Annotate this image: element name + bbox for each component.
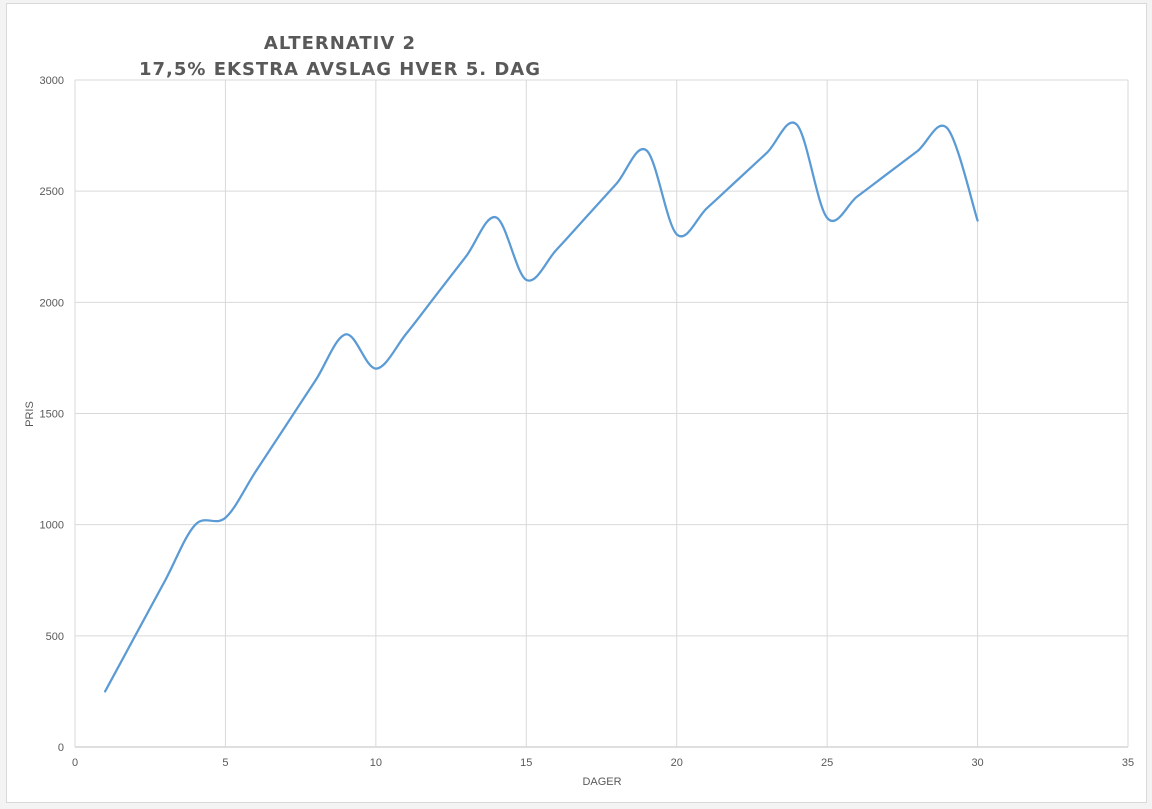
- y-tick-label: 3000: [40, 75, 64, 87]
- x-tick-label: 10: [370, 757, 382, 769]
- x-tick-label: 35: [1122, 757, 1134, 769]
- chart-title: ALTERNATIV 2: [264, 33, 416, 54]
- x-tick-label: 15: [520, 757, 532, 769]
- gridlines: [74, 79, 1129, 748]
- y-tick-label: 2000: [40, 297, 64, 309]
- y-tick-label: 0: [58, 742, 64, 754]
- x-tick-label: 5: [222, 757, 228, 769]
- series-line[interactable]: [103, 121, 979, 693]
- y-axis-ticks: 0 500 1000 1500 2000 2500 3000: [40, 75, 64, 754]
- chart-area[interactable]: [6, 3, 1147, 803]
- y-tick-label: 1000: [40, 520, 64, 532]
- x-tick-label: 20: [671, 757, 683, 769]
- x-tick-label: 0: [72, 757, 78, 769]
- x-tick-label: 30: [971, 757, 983, 769]
- y-tick-label: 500: [46, 631, 64, 643]
- y-axis-title: PRIS: [24, 401, 36, 427]
- chart-subtitle: 17,5% EKSTRA AVSLAG HVER 5. DAG: [139, 59, 541, 80]
- series-group: [103, 121, 979, 693]
- x-axis-ticks: 0 5 10 15 20 25 30 35: [72, 757, 1134, 769]
- y-tick-label: 1500: [40, 409, 64, 421]
- y-tick-label: 2500: [40, 186, 64, 198]
- x-axis-title: DAGER: [582, 776, 621, 788]
- x-tick-label: 25: [821, 757, 833, 769]
